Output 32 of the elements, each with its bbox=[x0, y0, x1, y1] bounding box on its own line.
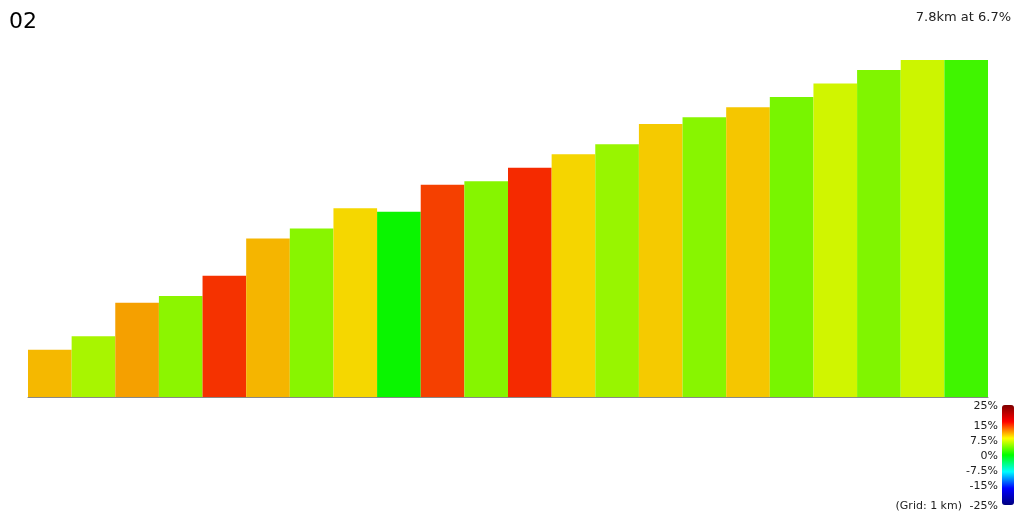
bar bbox=[595, 144, 639, 397]
bar bbox=[508, 167, 552, 397]
color-bar-label: 25% bbox=[973, 398, 998, 412]
bar bbox=[158, 295, 203, 397]
bar bbox=[115, 302, 159, 397]
bar bbox=[944, 60, 988, 397]
bar bbox=[464, 181, 508, 397]
bar bbox=[551, 154, 596, 397]
bar bbox=[813, 83, 858, 397]
bar bbox=[857, 70, 901, 397]
color-bar-label: -25% bbox=[969, 498, 998, 512]
color-bar-label: 7.5% bbox=[970, 433, 998, 447]
chart-title: 02 bbox=[9, 7, 37, 33]
bar bbox=[726, 107, 770, 397]
bar bbox=[420, 184, 465, 397]
bar bbox=[769, 97, 814, 397]
chart-subtitle: 7.8km at 6.7% bbox=[915, 9, 1012, 24]
color-bar-label: -15% bbox=[969, 478, 998, 492]
bar bbox=[638, 124, 683, 397]
bar bbox=[71, 336, 116, 397]
bar bbox=[28, 349, 72, 397]
color-bar-label: 15% bbox=[973, 418, 998, 432]
text: (Grid: 1 km) bbox=[895, 498, 962, 512]
bar bbox=[900, 60, 945, 397]
bar bbox=[682, 117, 727, 397]
bar bbox=[289, 228, 334, 397]
bar bbox=[333, 208, 378, 397]
bar bbox=[246, 238, 290, 397]
color-bar-label: 0% bbox=[980, 448, 998, 462]
bar bbox=[202, 275, 247, 397]
color-bar-label: -7.5% bbox=[966, 463, 998, 477]
bar bbox=[377, 211, 421, 397]
